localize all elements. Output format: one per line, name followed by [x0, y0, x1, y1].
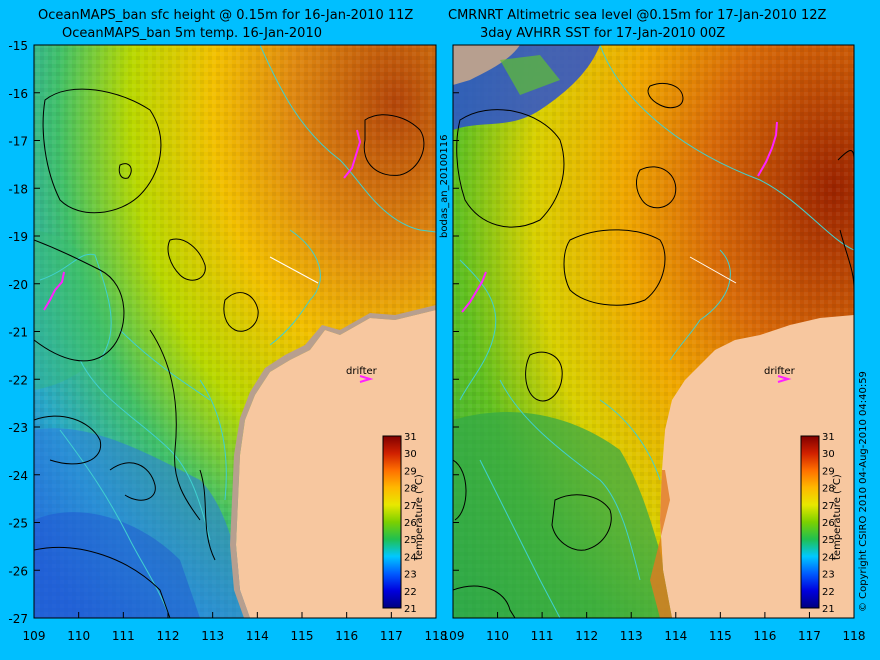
left-colorbar-label: temperature (°C) [414, 474, 425, 560]
y-tick-label: -17 [8, 135, 28, 149]
y-tick-label: -19 [8, 230, 28, 244]
x-tick-label: 117 [798, 629, 821, 643]
y-tick-label: -16 [8, 87, 28, 101]
x-tick-label: 116 [335, 629, 358, 643]
colorbar-tick-label: 28 [404, 484, 417, 495]
side-label-copyright: © Copyright CSIRO 2010 04-Aug-2010 04:40… [858, 371, 869, 612]
x-tick-label: 113 [201, 629, 224, 643]
y-tick-label: -27 [8, 612, 28, 626]
right-x-axis: 109 110 111 112 113 114 115 116 117 118 [442, 612, 866, 643]
x-tick-label: 111 [112, 629, 135, 643]
colorbar-tick-label: 22 [822, 587, 835, 598]
right-colorbar-label: temperature (°C) [832, 474, 843, 560]
y-tick-label: -26 [8, 564, 28, 578]
y-tick-label: -25 [8, 517, 28, 531]
colorbar-tick-label: 27 [822, 501, 835, 512]
colorbar-tick-label: 21 [822, 604, 835, 615]
y-tick-label: -24 [8, 469, 28, 483]
colorbar-tick-label: 29 [822, 466, 835, 477]
x-tick-label: 118 [843, 629, 866, 643]
y-tick-label: -21 [8, 326, 28, 340]
left-map-panel [34, 45, 436, 618]
left-title-line2: OceanMAPS_ban 5m temp. 16-Jan-2010 [62, 26, 322, 41]
colorbar-tick-label: 25 [404, 535, 417, 546]
colorbar-tick-label: 25 [822, 535, 835, 546]
colorbar-tick-label: 31 [404, 432, 417, 443]
x-tick-label: 109 [23, 629, 46, 643]
colorbar-tick-label: 28 [822, 484, 835, 495]
x-tick-label: 109 [442, 629, 465, 643]
x-tick-label: 112 [575, 629, 598, 643]
x-tick-label: 111 [531, 629, 554, 643]
colorbar-tick-label: 27 [404, 501, 417, 512]
x-tick-label: 113 [620, 629, 643, 643]
x-tick-label: 114 [664, 629, 687, 643]
x-tick-label: 115 [709, 629, 732, 643]
colorbar-tick-label: 23 [822, 570, 835, 581]
x-tick-label: 118 [425, 629, 448, 643]
colorbar-tick-label: 22 [404, 587, 417, 598]
x-tick-label: 110 [486, 629, 509, 643]
right-title-line2: 3day AVHRR SST for 17-Jan-2010 00Z [480, 26, 725, 41]
right-map-panel [453, 45, 854, 618]
colorbar-tick-label: 21 [404, 604, 417, 615]
left-x-axis: 109 110 111 112 113 114 115 116 117 118 [23, 612, 448, 643]
x-tick-label: 117 [380, 629, 403, 643]
colorbar-tick-label: 24 [822, 552, 835, 563]
left-title-line1: OceanMAPS_ban sfc height @ 0.15m for 16-… [38, 8, 413, 23]
x-tick-label: 116 [753, 629, 776, 643]
y-tick-label: -20 [8, 278, 28, 292]
x-tick-label: 114 [246, 629, 269, 643]
colorbar-tick-label: 23 [404, 570, 417, 581]
y-tick-label: -18 [8, 182, 28, 196]
colorbar-tick-label: 29 [404, 466, 417, 477]
left-drifter-label: drifter [346, 366, 378, 377]
x-tick-label: 110 [67, 629, 90, 643]
right-drifter-label: drifter [764, 366, 796, 377]
x-tick-label: 112 [157, 629, 180, 643]
y-tick-label: -15 [8, 39, 28, 53]
x-tick-label: 115 [291, 629, 314, 643]
colorbar-tick-label: 30 [404, 449, 417, 460]
right-colorbar: 31 30 29 28 27 26 25 24 23 22 21 temperature (°C) [800, 432, 843, 615]
colorbar-tick-label: 24 [404, 552, 417, 563]
side-label-date: bodas_an_20100116 [439, 134, 450, 238]
y-tick-label: -23 [8, 421, 28, 435]
colorbar-tick-label: 31 [822, 432, 835, 443]
left-y-axis: -15 -16 -17 -18 -19 -20 -21 -22 -23 -24 -25 -26 -27 [8, 39, 459, 626]
left-colorbar: 31 30 29 28 27 26 25 24 23 22 21 temperature (°C) [382, 432, 425, 615]
y-tick-label: -22 [8, 373, 28, 387]
colorbar-tick-label: 26 [404, 518, 417, 529]
right-title-line1: CMRNRT Altimetric sea level @0.15m for 1… [448, 8, 827, 23]
colorbar-tick-label: 30 [822, 449, 835, 460]
colorbar-tick-label: 26 [822, 518, 835, 529]
